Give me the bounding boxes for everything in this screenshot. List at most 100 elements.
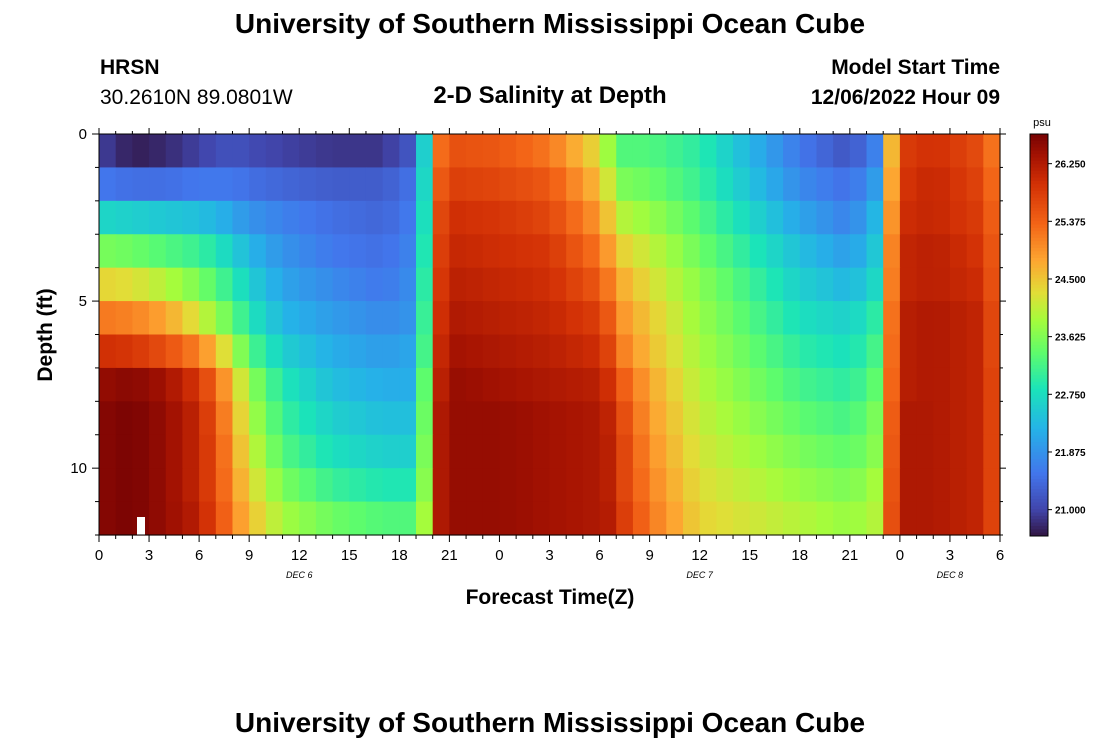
heatmap-cell bbox=[132, 200, 150, 235]
heatmap-cell bbox=[616, 367, 634, 402]
heatmap-cell bbox=[265, 334, 284, 369]
heatmap-cell bbox=[549, 434, 567, 469]
heatmap-cell bbox=[582, 267, 601, 302]
heatmap-cell bbox=[799, 234, 818, 269]
heatmap-cell bbox=[482, 501, 501, 536]
colorbar-segment bbox=[1030, 204, 1048, 209]
heatmap-cell bbox=[766, 134, 784, 169]
heatmap-cell bbox=[449, 301, 467, 336]
heatmap-cell bbox=[399, 200, 417, 235]
colorbar-segment bbox=[1030, 241, 1048, 246]
heatmap-cell bbox=[749, 401, 768, 436]
heatmap-cell bbox=[749, 434, 768, 469]
heatmap-cell bbox=[783, 468, 801, 503]
heatmap-cell bbox=[282, 234, 300, 269]
heatmap-cell bbox=[666, 134, 684, 169]
heatmap-cell bbox=[749, 167, 768, 202]
heatmap-cell bbox=[282, 267, 300, 302]
heatmap-cell bbox=[766, 267, 784, 302]
heatmap-cell bbox=[416, 501, 434, 536]
colorbar-segment bbox=[1030, 311, 1048, 316]
heatmap-cell bbox=[582, 167, 601, 202]
heatmap-cell bbox=[983, 334, 1001, 369]
colorbar-segment bbox=[1030, 335, 1048, 339]
heatmap-cell bbox=[115, 334, 133, 369]
heatmap-cell bbox=[883, 401, 901, 436]
heatmap-cell bbox=[466, 501, 484, 536]
heatmap-cell bbox=[716, 134, 734, 169]
colorbar-segment bbox=[1030, 365, 1048, 369]
heatmap-cell bbox=[582, 501, 601, 536]
x-tick-label: 21 bbox=[441, 547, 458, 564]
heatmap-cell bbox=[149, 234, 167, 269]
colorbar-segment bbox=[1030, 251, 1048, 256]
colorbar-segment bbox=[1030, 489, 1048, 493]
heatmap-cell bbox=[599, 501, 617, 536]
heatmap-cell bbox=[232, 167, 250, 202]
heatmap-cell bbox=[399, 334, 417, 369]
heatmap-cell bbox=[282, 301, 300, 336]
heatmap-cell bbox=[299, 334, 317, 369]
heatmap-cell bbox=[799, 267, 818, 302]
heatmap-cell bbox=[833, 401, 851, 436]
heatmap-cell bbox=[699, 234, 717, 269]
heatmap-cell bbox=[833, 134, 851, 169]
heatmap-cell bbox=[265, 167, 284, 202]
heatmap-cell bbox=[432, 134, 450, 169]
heatmap-cell bbox=[449, 267, 467, 302]
heatmap-cell bbox=[249, 334, 267, 369]
colorbar-segment bbox=[1030, 479, 1048, 483]
heatmap-cell bbox=[382, 234, 400, 269]
heatmap-cell bbox=[449, 401, 467, 436]
heatmap-cell bbox=[382, 301, 400, 336]
heatmap-cell bbox=[332, 234, 350, 269]
colorbar-ticks: 26.250 25.375 24.500 23.625 22.750 21.875 21.0… bbox=[1048, 160, 1086, 517]
heatmap-cell bbox=[966, 334, 984, 369]
heatmap-cell bbox=[199, 401, 217, 436]
heatmap-cell bbox=[666, 501, 684, 536]
heatmap-cell bbox=[916, 234, 934, 269]
heatmap-cell bbox=[332, 367, 350, 402]
heatmap-cell bbox=[149, 301, 167, 336]
heatmap-cell bbox=[516, 334, 534, 369]
heatmap-cell bbox=[566, 134, 584, 169]
colorbar-segment bbox=[1030, 502, 1048, 507]
heatmap-cell bbox=[649, 167, 667, 202]
heatmap-cell bbox=[733, 301, 751, 336]
heatmap-cell bbox=[482, 434, 501, 469]
heatmap-cell bbox=[249, 434, 267, 469]
heatmap-cell bbox=[249, 301, 267, 336]
heatmap-cell bbox=[632, 301, 651, 336]
heatmap-cell bbox=[666, 234, 684, 269]
heatmap-cell bbox=[182, 167, 200, 202]
heatmap-cell bbox=[849, 401, 868, 436]
heatmap-cell bbox=[716, 301, 734, 336]
heatmap-cell bbox=[449, 200, 467, 235]
heatmap-cell bbox=[132, 434, 150, 469]
x-tick-label: 18 bbox=[391, 547, 408, 564]
heatmap-cell bbox=[499, 367, 517, 402]
heatmap-cell bbox=[849, 301, 868, 336]
heatmap-cell bbox=[165, 468, 184, 503]
heatmap-cell bbox=[933, 200, 951, 235]
heatmap-cell bbox=[332, 267, 350, 302]
heatmap-cell bbox=[716, 434, 734, 469]
x-tick-label: 12 bbox=[291, 547, 308, 564]
heatmap-cell bbox=[516, 468, 534, 503]
heatmap-cell bbox=[165, 200, 184, 235]
heatmap-cell bbox=[182, 334, 200, 369]
heatmap-cell bbox=[199, 200, 217, 235]
heatmap-cell bbox=[966, 367, 984, 402]
heatmap-cell bbox=[399, 468, 417, 503]
colorbar-segment bbox=[1030, 244, 1048, 249]
heatmap-cell bbox=[966, 401, 984, 436]
heatmap-cell bbox=[299, 434, 317, 469]
colorbar-segment bbox=[1030, 261, 1048, 266]
heatmap-cell bbox=[949, 134, 968, 169]
heatmap-cell bbox=[249, 401, 267, 436]
heatmap-cell bbox=[899, 200, 918, 235]
heatmap-cell bbox=[99, 200, 117, 235]
heatmap-cell bbox=[182, 367, 200, 402]
colorbar-segment bbox=[1030, 197, 1048, 202]
heatmap-cell bbox=[582, 401, 601, 436]
